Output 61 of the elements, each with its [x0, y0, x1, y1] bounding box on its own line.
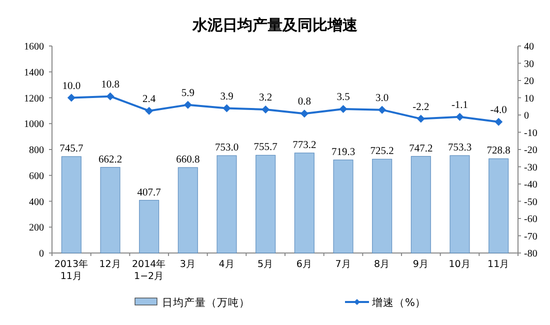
label: 5.9 [181, 88, 194, 99]
y2tick: 30 [524, 58, 534, 70]
xtick: 9月 [412, 259, 429, 270]
ytick: 400 [29, 196, 44, 208]
legend: 增速（%） [372, 297, 426, 309]
label: 662.2 [98, 154, 122, 166]
label: -1.1 [451, 100, 468, 111]
y2tick: 0 [524, 110, 529, 122]
label: 0.8 [298, 96, 311, 108]
xtick: 11月 [488, 259, 510, 270]
label: 10.8 [101, 79, 120, 90]
xtick: 2013年 11月 [54, 259, 88, 282]
y2tick: -60 [524, 214, 538, 225]
y2tick: 40 [524, 42, 534, 52]
ytick: 600 [29, 170, 44, 182]
label: -2.2 [412, 102, 430, 113]
label: 3.9 [220, 91, 234, 102]
label: 407.7 [137, 187, 161, 198]
y2tick: -80 [524, 248, 538, 260]
y2tick: -10 [524, 128, 538, 139]
label: 728.8 [486, 146, 510, 157]
ytick: 800 [29, 145, 44, 156]
xtick: 4月 [218, 259, 235, 270]
label: 725.2 [370, 146, 394, 158]
xtick: 8月 [374, 259, 390, 270]
label: 10.0 [62, 80, 81, 92]
xtick: 3月 [180, 259, 196, 270]
xtick: 5月 [258, 259, 274, 270]
label: 719.3 [331, 146, 356, 158]
y2tick: 20 [524, 76, 534, 87]
xtick: 10月 [448, 259, 471, 270]
ytick: 1000 [24, 119, 44, 130]
xtick: 7月 [335, 259, 352, 270]
ytick: 1400 [24, 67, 44, 78]
label: 747.2 [409, 143, 433, 154]
y2tick: -50 [524, 196, 538, 208]
y2tick: -30 [524, 162, 538, 174]
xtick: 2014年 1−2月 [132, 259, 166, 282]
label: 660.8 [176, 154, 200, 166]
ytick: 1600 [24, 42, 44, 52]
label: 3.0 [376, 92, 389, 104]
label: 745.7 [60, 144, 84, 155]
label: 2.4 [142, 94, 156, 105]
label: 773.2 [292, 140, 316, 151]
label: 753.3 [448, 142, 472, 154]
label: 755.7 [254, 142, 278, 154]
ytick: 200 [29, 222, 44, 234]
label: 753.0 [214, 142, 239, 154]
y2tick: -70 [524, 231, 538, 242]
ytick: 0 [39, 248, 44, 260]
title: 水泥日均产量及同比增速 [192, 16, 358, 34]
xtick: 12月 [99, 259, 122, 270]
y2tick: 10 [524, 93, 534, 104]
label: 3.2 [259, 92, 272, 104]
ytick: 1200 [24, 93, 44, 104]
legend: 日均产量（万吨） [162, 297, 250, 309]
y2tick: -20 [524, 145, 538, 156]
y2tick: -40 [524, 180, 538, 190]
label: -4.0 [490, 104, 507, 116]
label: 3.5 [336, 92, 350, 103]
xtick: 6月 [296, 259, 312, 270]
